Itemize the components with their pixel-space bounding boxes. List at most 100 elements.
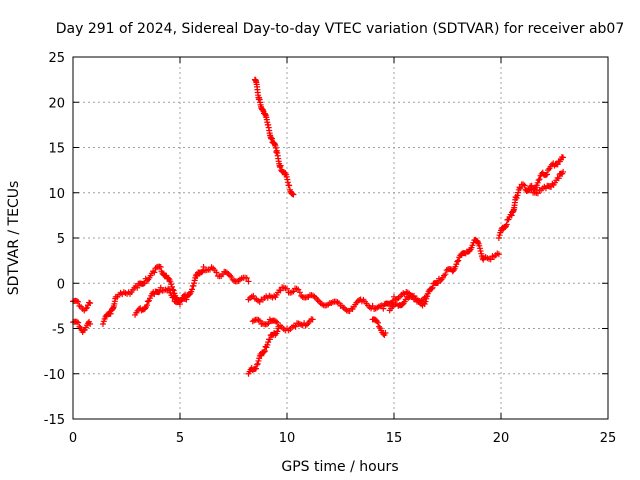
data-point-marker bbox=[534, 179, 541, 186]
data-point-marker bbox=[168, 283, 175, 290]
data-point-marker bbox=[536, 176, 543, 183]
data-point-marker bbox=[455, 257, 462, 264]
data-point-marker bbox=[134, 284, 141, 291]
data-point-marker bbox=[191, 280, 198, 287]
data-point-marker bbox=[528, 186, 535, 193]
data-point-marker bbox=[254, 360, 261, 367]
data-point-marker bbox=[487, 256, 494, 263]
data-point-marker bbox=[169, 286, 176, 293]
data-point-marker bbox=[517, 185, 524, 192]
data-point-marker bbox=[255, 357, 262, 364]
x-tick-label: 20 bbox=[493, 431, 510, 446]
data-point-marker bbox=[254, 361, 261, 368]
data-point-marker bbox=[560, 154, 567, 161]
y-axis-label: SDTVAR / TECUs bbox=[6, 181, 22, 296]
data-point-marker bbox=[76, 323, 83, 330]
data-point-marker bbox=[441, 272, 448, 279]
data-point-marker bbox=[143, 302, 150, 309]
y-tick-label: 10 bbox=[48, 187, 65, 202]
y-tick-label: -10 bbox=[44, 368, 65, 383]
data-point-marker bbox=[495, 251, 502, 258]
data-point-marker bbox=[258, 352, 265, 359]
data-point-marker bbox=[513, 195, 520, 202]
data-point-marker bbox=[495, 235, 502, 241]
x-tick-label: 15 bbox=[386, 431, 403, 446]
data-point-marker bbox=[75, 298, 82, 305]
data-point-marker bbox=[151, 269, 158, 276]
data-point-marker bbox=[437, 277, 444, 284]
data-point-marker bbox=[99, 320, 106, 327]
y-tick-label: 20 bbox=[48, 96, 65, 111]
y-tick-label: 15 bbox=[48, 142, 65, 157]
x-tick-label: 0 bbox=[69, 431, 77, 446]
data-point-marker bbox=[380, 305, 387, 312]
data-point-marker bbox=[466, 247, 473, 254]
data-point-marker bbox=[168, 281, 175, 288]
data-point-marker bbox=[274, 328, 281, 335]
data-point-marker bbox=[274, 319, 281, 326]
data-point-marker bbox=[272, 318, 279, 325]
data-point-marker bbox=[521, 182, 528, 189]
data-point-marker bbox=[83, 304, 90, 311]
data-point-marker bbox=[150, 268, 157, 275]
data-point-marker bbox=[177, 301, 183, 308]
data-point-marker bbox=[190, 282, 197, 289]
data-point-marker bbox=[374, 319, 381, 326]
data-point-marker bbox=[261, 348, 268, 355]
data-point-marker bbox=[514, 192, 521, 199]
data-point-marker bbox=[266, 336, 273, 343]
data-point-marker bbox=[243, 275, 250, 282]
data-point-marker bbox=[140, 280, 147, 287]
data-point-marker bbox=[256, 317, 263, 324]
data-point-marker bbox=[87, 300, 94, 307]
data-point-marker bbox=[535, 177, 542, 184]
data-point-marker bbox=[292, 323, 299, 330]
y-tick-label: 5 bbox=[57, 232, 65, 247]
y-tick-label: 0 bbox=[57, 277, 65, 292]
data-point-marker bbox=[277, 162, 284, 169]
data-point-marker bbox=[286, 182, 293, 189]
data-point-marker bbox=[296, 289, 303, 296]
data-point-marker bbox=[200, 263, 207, 270]
data-point-marker bbox=[410, 292, 417, 299]
data-point-marker bbox=[189, 286, 196, 293]
data-point-marker bbox=[75, 319, 82, 326]
data-point-marker bbox=[252, 365, 259, 372]
data-point-marker bbox=[284, 179, 291, 186]
data-point-marker bbox=[290, 191, 297, 198]
data-point-marker bbox=[144, 298, 151, 305]
data-point-marker bbox=[213, 269, 220, 276]
data-point-marker bbox=[255, 316, 262, 323]
data-point-marker bbox=[165, 275, 172, 282]
y-tick-label: 25 bbox=[48, 51, 65, 66]
data-point-marker bbox=[423, 295, 430, 302]
data-point-marker bbox=[544, 171, 551, 178]
data-point-marker bbox=[157, 263, 164, 270]
data-point-marker bbox=[284, 176, 291, 183]
y-axis-ticks: -15 -10 -5 0 5 10 15 20 25 bbox=[44, 51, 608, 428]
x-axis-ticks: 0 5 10 15 20 25 bbox=[69, 57, 616, 446]
data-point-marker bbox=[156, 288, 163, 295]
data-point-marker bbox=[261, 348, 268, 355]
data-point-marker bbox=[476, 245, 483, 252]
data-point-marker bbox=[107, 310, 114, 317]
x-tick-label: 5 bbox=[176, 431, 184, 446]
x-axis-label: GPS time / hours bbox=[281, 459, 398, 475]
data-point-marker bbox=[520, 181, 527, 188]
data-point-marker bbox=[73, 318, 80, 325]
data-point-marker bbox=[183, 296, 190, 303]
data-point-marker bbox=[422, 298, 429, 305]
data-point-marker bbox=[277, 287, 284, 294]
x-tick-label: 25 bbox=[600, 431, 617, 446]
y-tick-label: -15 bbox=[44, 413, 65, 428]
data-point-marker bbox=[264, 321, 271, 328]
grid-lines bbox=[73, 57, 608, 419]
data-point-marker bbox=[477, 247, 484, 254]
data-point-marker bbox=[428, 285, 435, 292]
data-point-marker bbox=[228, 273, 235, 280]
data-point-marker bbox=[515, 189, 522, 196]
data-point-marker bbox=[369, 302, 376, 309]
data-point-marker bbox=[198, 269, 205, 276]
data-point-marker bbox=[453, 261, 460, 268]
data-point-marker bbox=[194, 273, 201, 280]
